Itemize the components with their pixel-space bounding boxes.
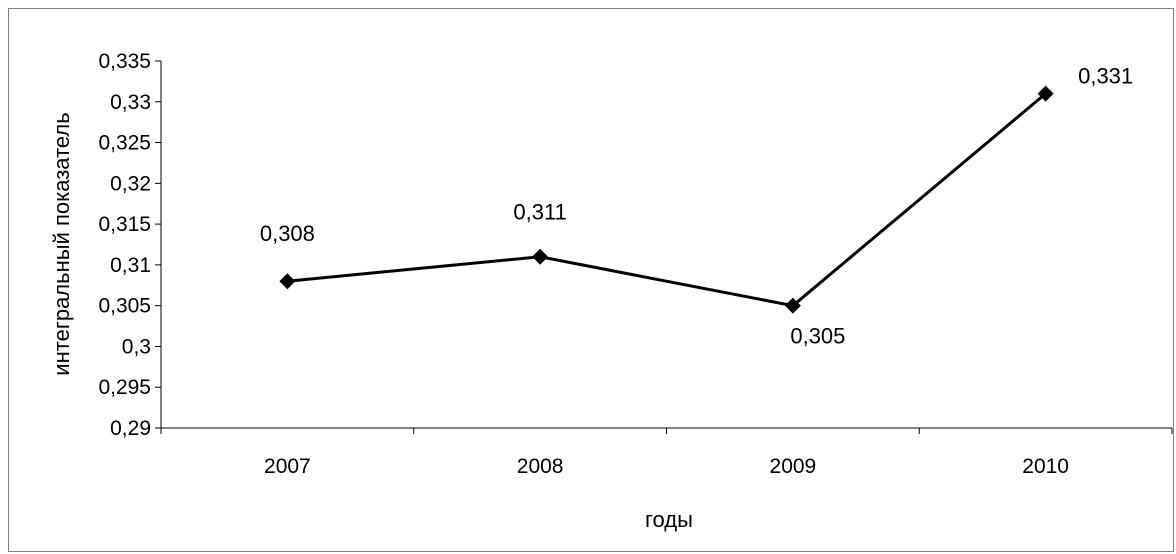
x-axis: 2007 2008 2009 2010 [160,427,1173,478]
y-tick-label: 0,31 [110,254,151,277]
y-axis: 0,29 0,295 0,3 0,305 0,31 0,315 0,32 0,325 0,33 0… [98,50,162,440]
chart-area [8,8,1174,552]
data-label: 0,331 [1078,64,1133,89]
data-label: 0,305 [790,324,845,349]
data-label: 0,311 [513,200,566,225]
y-tick-label: 0,335 [98,50,151,73]
y-tick-label: 0,325 [98,132,151,155]
data-point [532,248,549,265]
y-tick-label: 0,295 [98,376,151,399]
x-tick-label: 2009 [770,455,817,478]
data-point [784,297,801,314]
x-tick-label: 2010 [1022,455,1069,478]
x-axis-title: годы [645,507,693,532]
series-group: 0,308 0,311 0,305 0,331 [260,64,1133,349]
x-tick-label: 2008 [517,455,564,478]
y-tick-label: 0,3 [122,335,151,358]
data-point [279,273,296,290]
y-tick-label: 0,315 [98,213,151,236]
y-tick-label: 0,33 [110,91,151,114]
data-point [1037,85,1054,102]
y-tick-label: 0,29 [110,417,151,440]
series-line [287,92,1047,308]
data-label: 0,308 [260,221,315,246]
y-tick-label: 0,305 [98,295,151,318]
x-tick-label: 2007 [264,455,311,478]
y-axis-title: интегральный показатель [49,112,74,375]
y-tick-label: 0,32 [110,172,151,195]
